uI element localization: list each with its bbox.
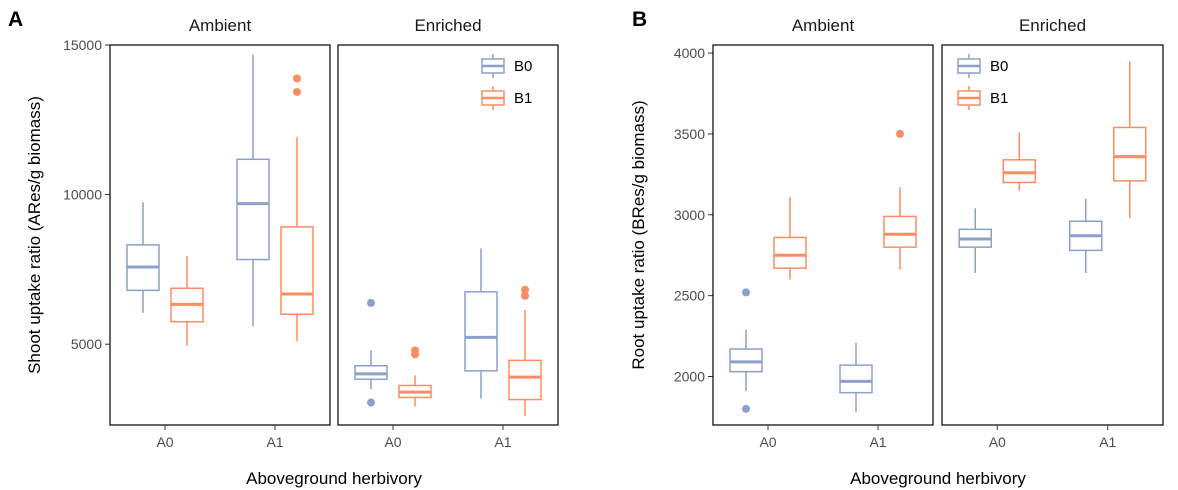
y-tick-label: 2500 [674,288,705,304]
outlier-point [293,74,301,83]
y-axis-title: Root uptake ratio (BRes/g biomass) [629,100,648,369]
box-iqr [508,359,542,401]
box-iqr [1113,126,1147,182]
legend-label: B0 [990,58,1008,75]
box-a1-b0 [1069,198,1103,273]
box-iqr [236,158,270,261]
x-tick-label: A0 [156,434,173,450]
x-axis-title: Aboveground herbivory [850,469,1026,488]
facet-ambient: Ambient A0 A1 [712,16,934,450]
chart-panel-b: B Root uptake ratio (BRes/g biomass) 2000 2… [629,8,1164,488]
outlier-point [896,129,904,138]
facet-enriched: Enriched A0 A1 [337,16,559,450]
box-iqr [280,226,314,316]
box-iqr [729,348,763,373]
outlier-point [367,298,375,307]
outlier-point [742,404,750,413]
box-a1-b1 [1113,61,1147,219]
legend: B0 B1 [957,54,1008,110]
box-a0-b1 [398,346,432,407]
x-tick-label: A1 [1099,434,1116,450]
y-tick-label: 2000 [674,368,705,384]
outlier-point [521,285,529,294]
y-tick-label: 3500 [674,126,705,142]
box-a1-b1 [883,129,917,270]
box-a0-b1 [170,255,204,346]
facet-strip-label: Ambient [189,16,252,35]
box-a1-b1 [508,285,542,417]
box-a0-b0 [354,298,388,407]
panel-letter: A [8,8,23,31]
box-a1-b0 [839,342,873,413]
x-tick-label: A0 [759,434,776,450]
chart-panel-a: A Shoot uptake ratio (ARes/g biomass) 5000… [8,8,559,488]
legend-key-b1 [957,86,981,110]
box-a0-b0 [729,288,763,413]
legend-key-b1 [481,86,505,110]
x-tick-label: A0 [989,434,1006,450]
panel-letter: B [632,8,647,31]
legend-label: B1 [514,90,532,107]
outlier-point [411,346,419,355]
facet-enriched: Enriched A0 A1 [941,16,1164,450]
box-a1-b1 [280,74,314,342]
box-a0-b0 [126,202,160,313]
box-a0-b1 [1002,132,1036,191]
outlier-point [742,288,750,297]
y-tick-label: 5000 [71,336,102,352]
x-tick-label: A1 [494,434,511,450]
box-iqr [1002,159,1036,184]
legend-key-b0 [957,54,981,78]
box-a0-b0 [958,208,992,273]
facet-border [109,44,331,426]
box-a0-b1 [773,197,807,280]
legend-key-b0 [481,54,505,78]
legend-label: B1 [990,90,1008,107]
outlier-point [293,87,301,96]
box-a1-b0 [236,54,270,327]
box-iqr [773,236,807,269]
legend-label: B0 [514,58,532,75]
facet-strip-label: Enriched [1019,16,1086,35]
legend: B0 B1 [481,54,532,110]
y-tick-label: 15000 [63,37,102,53]
box-iqr [839,364,873,394]
outlier-point [367,398,375,407]
x-tick-label: A0 [384,434,401,450]
x-axis-title: Aboveground herbivory [246,469,422,488]
y-axis-title: Shoot uptake ratio (ARes/g biomass) [25,96,44,374]
facet-border [337,44,559,426]
y-tick-label: 3000 [674,207,705,223]
facet-strip-label: Enriched [414,16,481,35]
x-tick-label: A1 [869,434,886,450]
facet-border [941,44,1164,426]
box-iqr [464,291,498,372]
facet-strip-label: Ambient [792,16,855,35]
box-a1-b0 [464,248,498,399]
box-iqr [883,215,917,248]
y-tick-label: 10000 [63,187,102,203]
outlier-point [521,291,529,300]
x-tick-label: A1 [266,434,283,450]
facet-border [712,44,934,426]
y-tick-label: 4000 [674,45,705,61]
facet-ambient: Ambient A0 A1 [109,16,331,450]
